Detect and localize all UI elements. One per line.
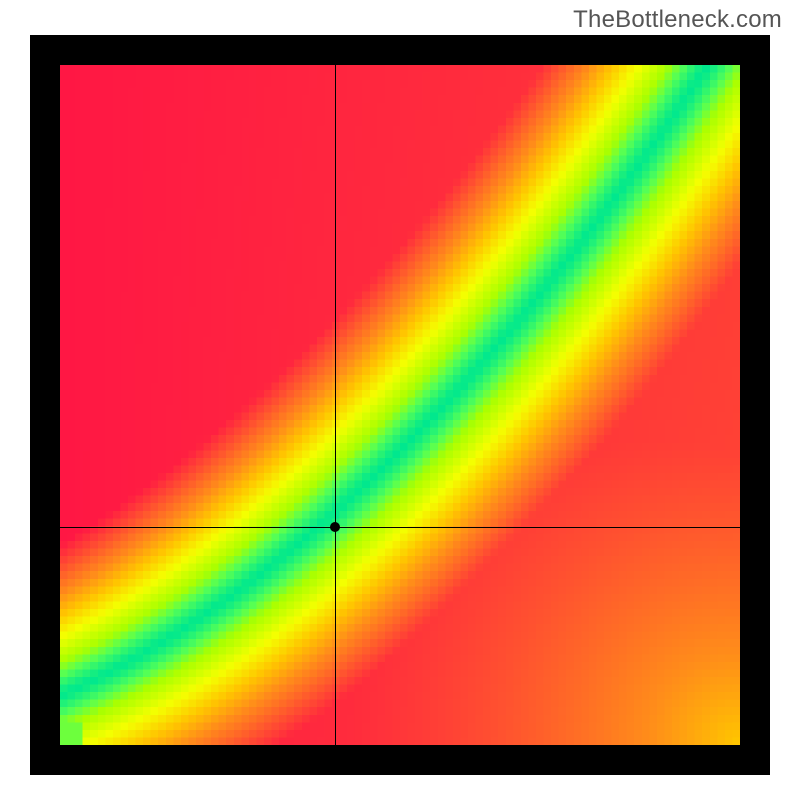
- page-root: TheBottleneck.com: [0, 0, 800, 800]
- crosshair-vertical: [335, 65, 336, 745]
- crosshair-marker: [330, 522, 340, 532]
- watermark-text: TheBottleneck.com: [573, 6, 782, 34]
- crosshair-horizontal: [60, 527, 740, 528]
- bottleneck-heatmap-frame: [30, 35, 770, 775]
- bottleneck-heatmap: [60, 65, 740, 745]
